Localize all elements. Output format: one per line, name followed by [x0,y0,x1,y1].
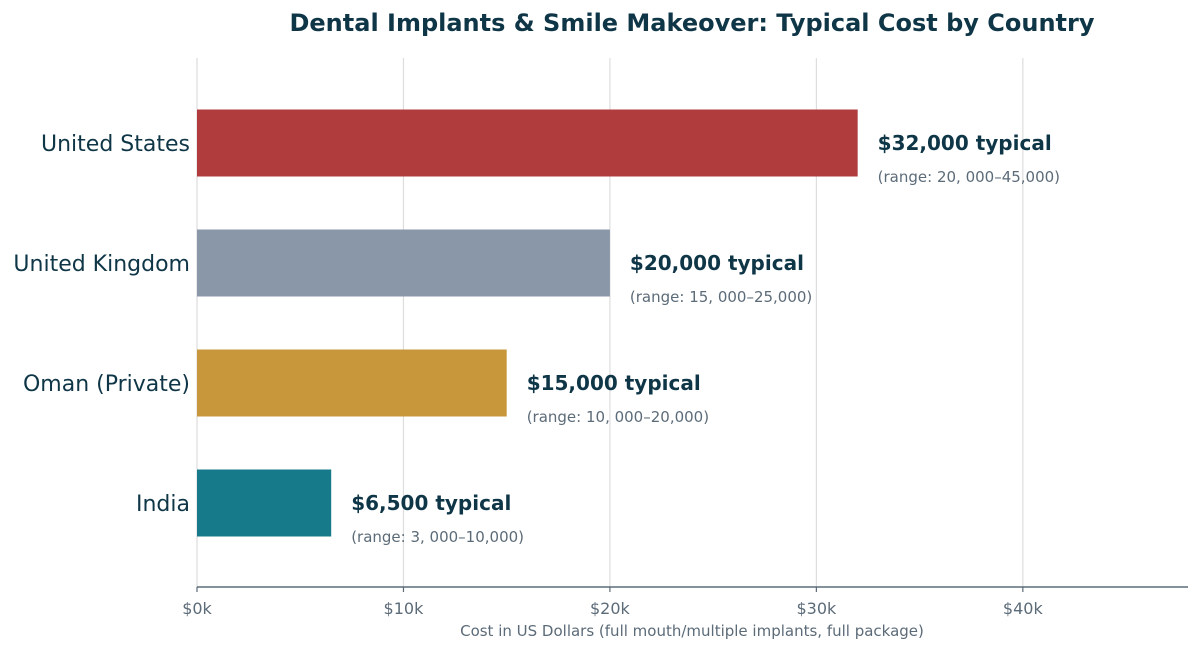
range-label: (range: 20, 000–45,000) [878,168,1060,186]
typical-value-label: $20,000 typical [630,251,804,275]
range-label: (range: 15, 000–25,000) [630,288,812,306]
category-label: Oman (Private) [23,372,190,397]
typical-value-label: $6,500 typical [351,491,511,515]
x-tick-label: $10k [384,599,425,618]
category-label: United Kingdom [13,252,190,277]
x-axis: $0k $10k $20k $30k $40k [182,586,1188,618]
bar [197,109,858,177]
typical-value-label: $15,000 typical [527,371,701,395]
range-label: (range: 3, 000–10,000) [351,528,524,546]
x-tick-label: $20k [590,599,631,618]
x-axis-label: Cost in US Dollars (full mouth/multiple … [460,622,924,640]
category-label: India [136,492,190,517]
bars: United States $32,000 typical (range: 20, … [13,109,1060,546]
bar [197,349,507,417]
bar [197,229,610,297]
x-tick-label: $40k [1003,599,1044,618]
bar [197,469,332,537]
range-label: (range: 10, 000–20,000) [527,408,709,426]
typical-value-label: $32,000 typical [878,131,1052,155]
chart-title: Dental Implants & Smile Makeover: Typica… [289,9,1094,37]
x-tick-label: $30k [796,599,837,618]
x-tick-label: $0k [182,599,212,618]
category-label: United States [41,132,190,157]
